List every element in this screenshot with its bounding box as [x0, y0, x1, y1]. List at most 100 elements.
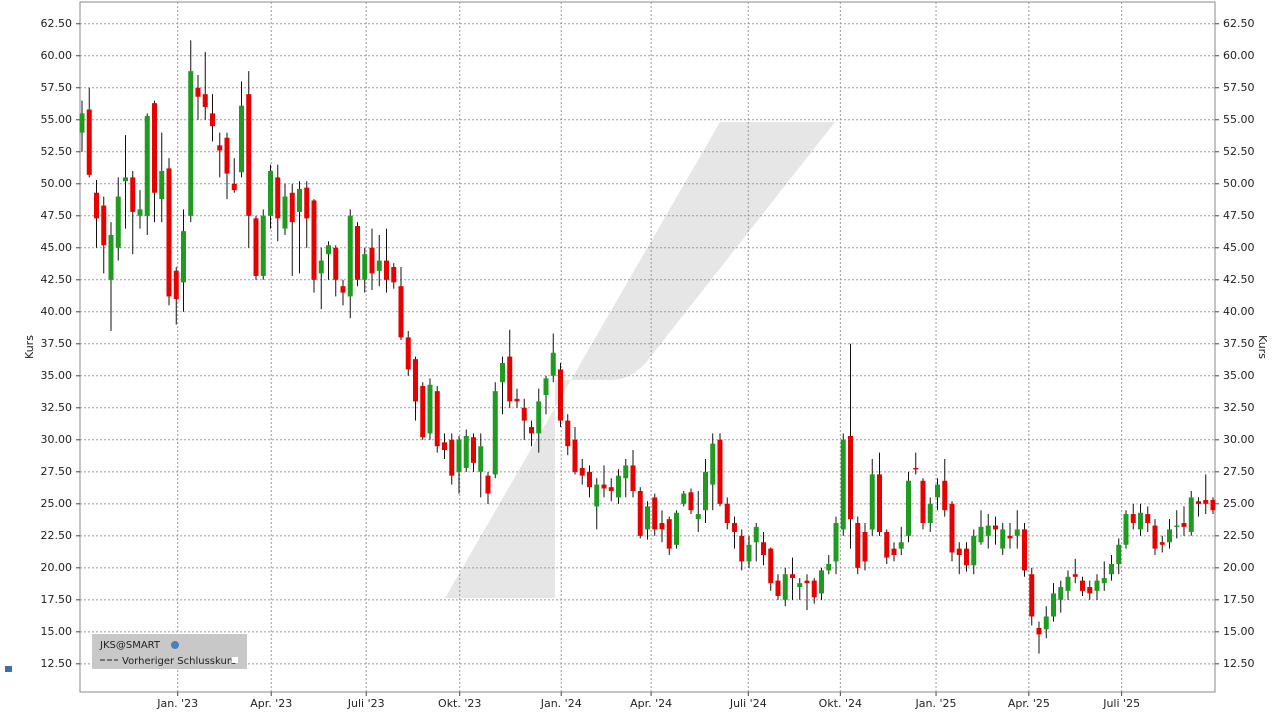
- candle-body: [732, 523, 737, 532]
- y2-tick-label: 60.00: [1223, 49, 1255, 62]
- candle-body: [1080, 580, 1085, 591]
- candle-body: [746, 544, 752, 562]
- candle-body: [920, 480, 926, 524]
- candle-body: [1101, 578, 1107, 584]
- candle-body: [282, 196, 288, 229]
- candle-body: [550, 352, 556, 376]
- candle-body: [753, 526, 759, 543]
- y-tick-label: 17.50: [41, 593, 73, 606]
- candle-body: [1087, 587, 1093, 594]
- candle-body: [463, 435, 469, 468]
- x-tick-label: Jan. '23: [156, 697, 198, 710]
- candle-body: [347, 215, 353, 297]
- candle-body: [442, 442, 447, 451]
- candle-body: [869, 474, 875, 530]
- candle-body: [217, 145, 223, 151]
- x-tick-label: Juli '25: [1102, 697, 1140, 710]
- candle-body: [942, 480, 948, 511]
- candle-body: [79, 113, 85, 133]
- candle-body: [1123, 514, 1129, 545]
- candle-body: [289, 192, 295, 223]
- candle-body: [790, 574, 795, 579]
- x-tick-label: Okt. '23: [438, 697, 481, 710]
- candle-body: [456, 439, 462, 472]
- candle-body: [123, 177, 128, 182]
- candle-body: [710, 443, 716, 485]
- candle-body: [717, 439, 723, 504]
- candle-body: [1029, 574, 1035, 617]
- candle-body: [188, 71, 194, 216]
- candle-body: [572, 439, 578, 472]
- candle-body: [1196, 501, 1201, 504]
- candle-body: [391, 266, 397, 283]
- y2-tick-label: 40.00: [1223, 305, 1255, 318]
- candle-body: [231, 183, 237, 191]
- corner-icon[interactable]: [5, 666, 12, 672]
- candle-body: [1109, 563, 1114, 575]
- candle-body: [985, 525, 991, 536]
- candle-body: [297, 188, 302, 212]
- candle-body: [1007, 535, 1013, 539]
- y-axis-label: Kurs: [23, 335, 36, 359]
- candle-body: [115, 196, 121, 248]
- legend: JKS@SMART Vorheriger Schlusskurs: [92, 634, 247, 669]
- candle-body: [1116, 544, 1122, 564]
- candle-body: [529, 427, 534, 434]
- candle-body: [884, 531, 890, 558]
- candle-body: [826, 563, 832, 571]
- candle-body: [848, 435, 853, 520]
- candle-body: [137, 209, 143, 216]
- candle-body: [471, 437, 476, 463]
- y-tick-label: 20.00: [41, 561, 73, 574]
- candle-body: [86, 109, 92, 175]
- y2-tick-label: 37.50: [1223, 337, 1255, 350]
- x-tick-label: Apr. '23: [250, 697, 292, 710]
- y2-tick-label: 50.00: [1223, 177, 1255, 190]
- candle-body: [224, 137, 230, 174]
- x-tick-label: Juli '23: [347, 697, 385, 710]
- legend-checkbox[interactable]: [232, 657, 238, 663]
- y-tick-label: 60.00: [41, 49, 73, 62]
- candle-body: [246, 94, 252, 216]
- candle-body: [906, 480, 911, 536]
- candle-body: [1094, 580, 1100, 591]
- candle-body: [623, 465, 629, 479]
- candles: [79, 40, 1216, 654]
- y2-tick-label: 57.50: [1223, 81, 1255, 94]
- y-tick-label: 47.50: [41, 209, 73, 222]
- candle-body: [362, 254, 368, 280]
- y-tick-label: 37.50: [41, 337, 73, 350]
- candle-body: [181, 231, 186, 283]
- candle-body: [659, 523, 665, 530]
- y2-tick-label: 25.00: [1223, 497, 1255, 510]
- candle-body: [326, 245, 331, 255]
- candle-body: [1000, 529, 1006, 549]
- candle-body: [681, 493, 687, 504]
- grid: [80, 2, 1215, 692]
- candle-body: [514, 398, 520, 402]
- candle-body: [420, 386, 426, 438]
- y-tick-label: 42.50: [41, 273, 73, 286]
- candle-body: [645, 506, 650, 530]
- candle-body: [935, 484, 940, 498]
- x-tick-label: Apr. '24: [630, 697, 672, 710]
- candle-body: [739, 535, 745, 562]
- y-tick-label: 52.50: [41, 145, 73, 158]
- candle-body: [964, 548, 969, 566]
- y2-tick-label: 17.50: [1223, 593, 1255, 606]
- y-tick-label: 32.50: [41, 401, 73, 414]
- candle-body: [819, 570, 824, 594]
- y2-tick-label: 22.50: [1223, 529, 1255, 542]
- y-tick-label: 30.00: [41, 433, 73, 446]
- y2-tick-label: 45.00: [1223, 241, 1255, 254]
- candle-body: [1058, 587, 1064, 600]
- candle-body: [652, 497, 658, 530]
- candle-body: [674, 512, 679, 545]
- y2-tick-label: 30.00: [1223, 433, 1255, 446]
- candle-body: [434, 391, 440, 447]
- watermark: [445, 122, 835, 598]
- y2-tick-label: 20.00: [1223, 561, 1255, 574]
- candle-body: [811, 580, 817, 598]
- y-tick-label: 62.50: [41, 17, 73, 30]
- candle-body: [340, 286, 346, 293]
